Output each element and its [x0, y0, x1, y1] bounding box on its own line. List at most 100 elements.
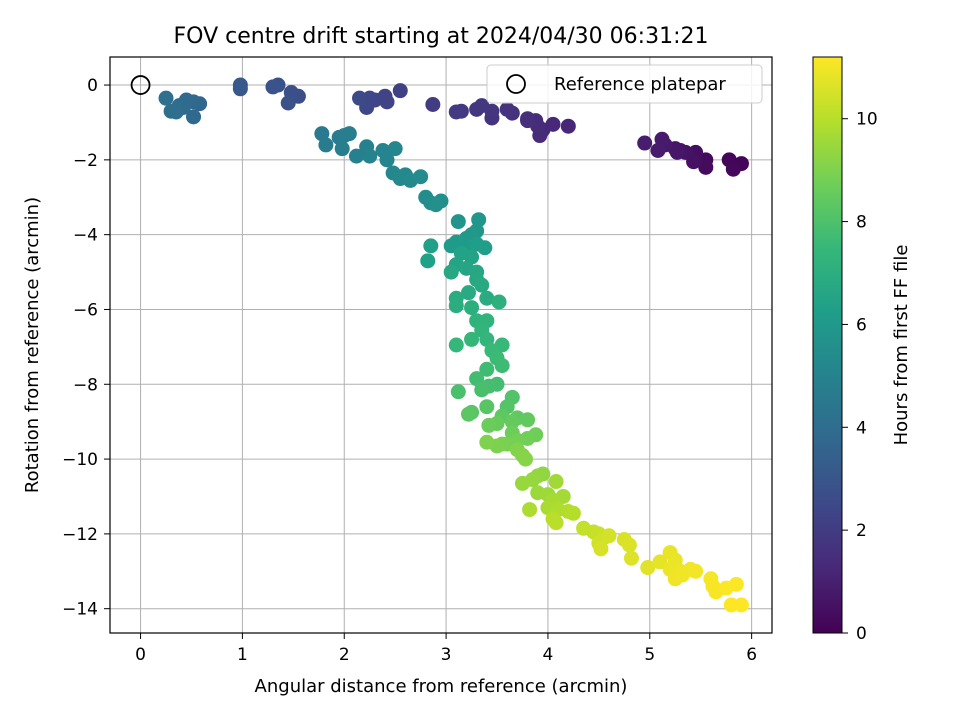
data-point [494, 358, 510, 374]
y-tick-label: −4 [73, 226, 98, 246]
data-point [379, 152, 395, 168]
colorbar-tick-label: 10 [856, 110, 878, 130]
data-point [640, 560, 656, 576]
data-point [474, 382, 490, 398]
data-point [474, 277, 490, 293]
data-point [379, 94, 395, 110]
data-point [491, 294, 507, 310]
data-point [560, 118, 576, 134]
data-points [158, 77, 749, 613]
data-point [450, 384, 466, 400]
data-point [163, 103, 179, 119]
data-point [471, 212, 487, 228]
plot-frame [109, 56, 773, 634]
data-point [362, 148, 378, 164]
data-point [413, 169, 429, 185]
data-point [464, 331, 480, 347]
data-point [548, 515, 564, 531]
data-point [637, 135, 653, 151]
data-point [623, 550, 639, 566]
data-point [601, 528, 617, 544]
y-tick-label: −10 [62, 450, 98, 470]
data-point [477, 240, 493, 256]
colorbar-tick-label: 2 [856, 521, 867, 541]
data-point [348, 148, 364, 164]
y-axis-ticks: 0 −2 −4 −6 −8 −10 −12 −14 [62, 76, 110, 620]
y-tick-label: −6 [73, 300, 98, 320]
data-point [186, 109, 202, 125]
legend-marker [506, 74, 526, 94]
data-point [479, 361, 495, 377]
data-point [733, 597, 749, 613]
data-point [621, 537, 637, 553]
data-point [280, 95, 296, 111]
data-point [479, 290, 495, 306]
data-point [481, 417, 497, 433]
y-tick-label: −8 [73, 375, 98, 395]
data-point [448, 298, 464, 314]
data-point [698, 159, 714, 175]
x-tick-label: 3 [441, 645, 452, 665]
legend: Reference platepar [486, 64, 763, 104]
colorbar-tick-label: 8 [856, 213, 867, 233]
data-point [420, 253, 436, 269]
data-point [479, 434, 495, 450]
chart-title: FOV centre drift starting at 2024/04/30 … [174, 24, 709, 49]
x-tick-label: 0 [135, 645, 146, 665]
x-axis-ticks: 0 1 2 3 4 5 6 [135, 633, 757, 665]
data-point [688, 563, 704, 579]
colorbar-ticks: 0 2 4 6 8 10 [842, 110, 878, 644]
x-tick-label: 4 [543, 645, 554, 665]
colorbar [812, 56, 843, 634]
y-tick-label: −12 [62, 525, 98, 545]
data-point [593, 541, 609, 557]
colorbar-tick-label: 4 [856, 418, 867, 438]
data-point [479, 331, 495, 347]
data-point [522, 502, 538, 518]
data-point [352, 90, 368, 106]
data-point [450, 214, 466, 230]
data-point [520, 412, 536, 428]
data-point [443, 264, 459, 280]
legend-box [486, 64, 763, 104]
data-point [341, 126, 357, 142]
data-point [232, 77, 248, 93]
y-axis-label: Rotation from reference (arcmin) [22, 197, 43, 493]
data-point [548, 474, 564, 490]
x-tick-label: 1 [237, 645, 248, 665]
data-point [392, 83, 408, 99]
data-point [520, 113, 536, 129]
data-point [334, 141, 350, 157]
data-point [448, 337, 464, 353]
x-axis-label: Angular distance from reference (arcmin) [255, 676, 628, 697]
data-point [265, 79, 281, 95]
data-point [728, 576, 744, 592]
data-point [318, 137, 334, 153]
data-point [669, 144, 685, 160]
colorbar-label: Hours from first FF file [891, 245, 912, 446]
data-point [460, 406, 476, 422]
data-point [504, 414, 520, 430]
x-tick-label: 5 [644, 645, 655, 665]
data-point [514, 475, 530, 491]
reference-marker [130, 75, 151, 95]
y-tick-label: 0 [87, 76, 98, 96]
x-tick-label: 6 [746, 645, 757, 665]
data-point [158, 90, 174, 106]
x-tick-label: 2 [339, 645, 350, 665]
data-point [650, 143, 666, 159]
grid-lines [110, 57, 772, 633]
colorbar-tick-label: 6 [856, 315, 867, 335]
y-tick-label: −14 [62, 600, 98, 620]
data-point [464, 249, 480, 265]
data-point [469, 101, 485, 117]
data-point [725, 161, 741, 177]
data-point [479, 399, 495, 415]
data-point [469, 371, 485, 387]
data-point [518, 451, 534, 467]
data-point [423, 238, 439, 254]
data-point [460, 285, 476, 301]
data-point [448, 104, 464, 120]
